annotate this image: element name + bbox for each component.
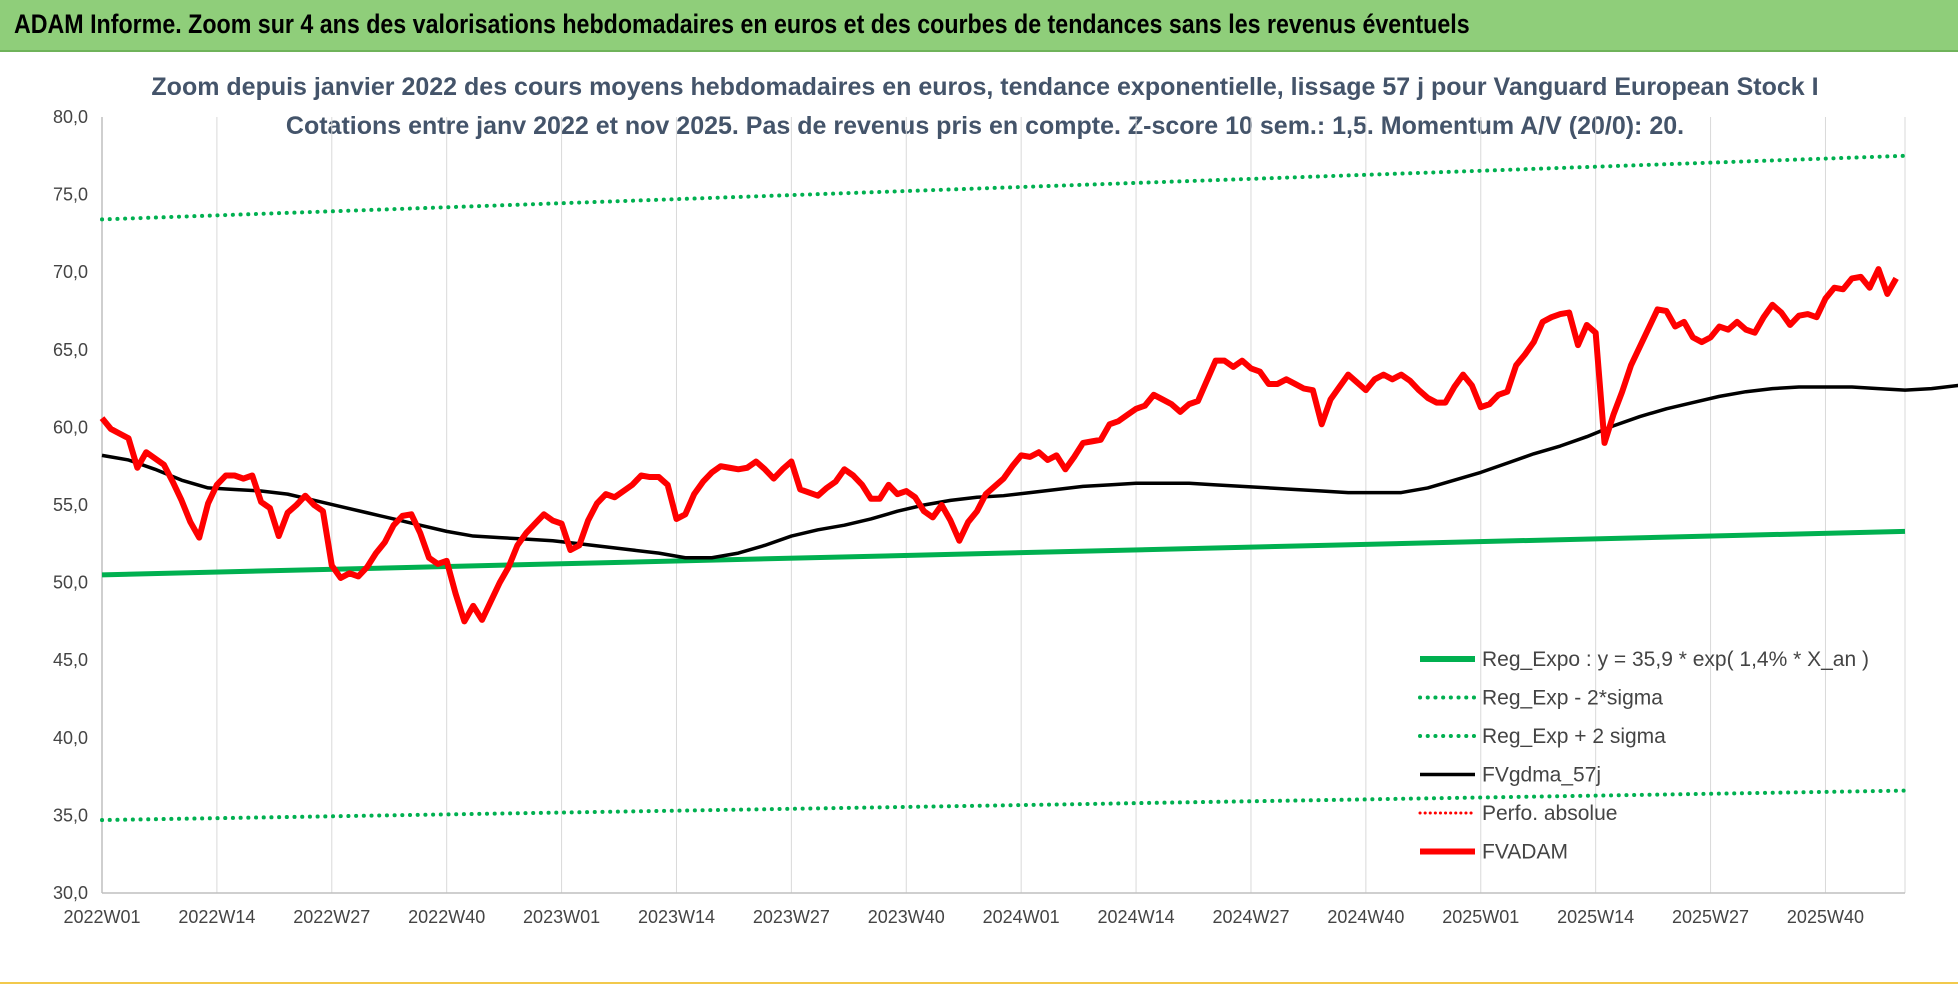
x-tick-label: 2025W40 [1787,907,1864,927]
series-line-3 [101,383,1958,560]
x-tick-label: 2022W01 [63,907,140,927]
legend: Reg_Expo : y = 35,9 * exp( 1,4% * X_an )… [1418,648,1869,864]
x-tick-label: 2024W14 [1098,907,1175,927]
x-tick-label: 2022W14 [178,907,255,927]
x-tick-label: 2022W40 [408,907,485,927]
legend-label: Reg_Exp + 2 sigma [1482,725,1666,748]
y-tick-label: 65,0 [53,340,88,360]
x-tick-label: 2023W14 [638,907,715,927]
chart: Zoom depuis janvier 2022 des cours moyen… [0,52,1958,982]
y-tick-label: 75,0 [53,185,88,205]
x-tick-label: 2025W27 [1672,907,1749,927]
legend-label: Perfo. absolue [1482,802,1617,825]
y-tick-label: 50,0 [53,573,88,593]
gridlines [101,117,1906,893]
series-line-5 [99,266,1899,625]
x-tick-label: 2025W01 [1442,907,1519,927]
y-tick-label: 35,0 [53,805,88,825]
chart-background [0,52,1958,982]
y-axis: 30,0 35,0 40,0 45,0 50,0 55,0 60,0 65,0 70,0 75,0… [53,107,103,903]
x-tick-label: 2024W01 [983,907,1060,927]
series-line-2 [100,153,1907,222]
y-tick-label: 45,0 [53,650,88,670]
series-line-1 [100,788,1907,823]
x-tick-label: 2024W40 [1327,907,1404,927]
y-tick-label: 80,0 [53,107,88,127]
legend-label: Reg_Exp - 2*sigma [1482,687,1663,710]
chart-subtitle: Cotations entre janv 2022 et nov 2025. P… [286,112,1684,140]
x-tick-label: 2023W27 [753,907,830,927]
x-axis: 2022W01 2022W14 2022W27 2022W40 2023W01 2023W… [63,892,1905,927]
x-tick-label: 2025W14 [1557,907,1634,927]
y-tick-label: 70,0 [53,262,88,282]
header-banner: ADAM Informe. Zoom sur 4 ans des valoris… [0,0,1958,52]
series-layer [99,153,1958,823]
legend-label: FVADAM [1482,841,1568,864]
chart-title: Zoom depuis janvier 2022 des cours moyen… [151,73,1818,101]
x-tick-label: 2022W27 [293,907,370,927]
legend-label: FVgdma_57j [1482,764,1601,787]
x-tick-label: 2024W27 [1212,907,1289,927]
y-tick-label: 30,0 [53,883,88,903]
y-tick-label: 40,0 [53,728,88,748]
x-tick-label: 2023W01 [523,907,600,927]
series-line-0 [101,528,1906,578]
page-title: ADAM Informe. Zoom sur 4 ans des valoris… [14,9,1470,39]
x-tick-label: 2023W40 [868,907,945,927]
y-tick-label: 60,0 [53,417,88,437]
y-tick-label: 55,0 [53,495,88,515]
legend-label: Reg_Expo : y = 35,9 * exp( 1,4% * X_an ) [1482,648,1869,671]
